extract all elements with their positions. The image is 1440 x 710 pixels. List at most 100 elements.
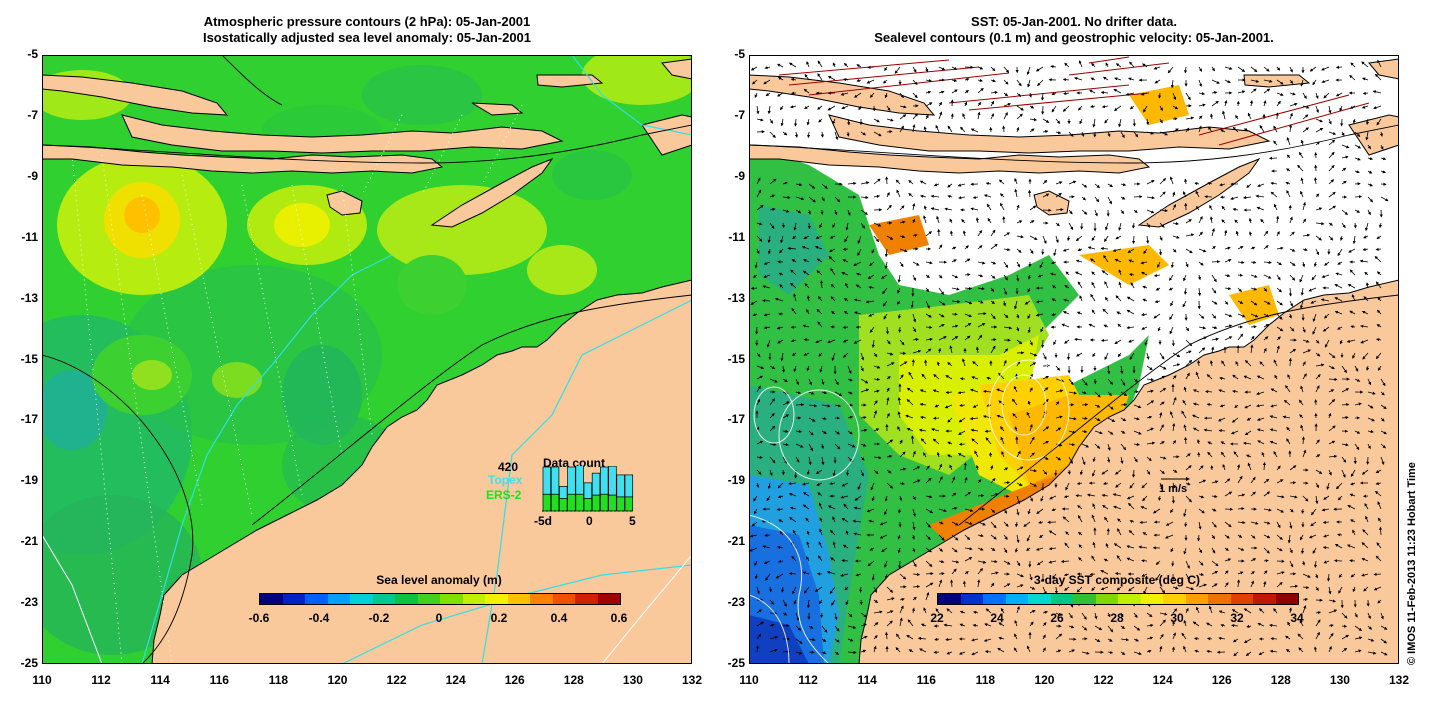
velocity-vector [1113,105,1122,111]
velocity-vector [1132,118,1136,127]
velocity-vector [912,92,918,99]
velocity-vector [1159,105,1163,111]
velocity-vector [1352,118,1356,124]
velocity-vector [1159,118,1163,124]
velocity-vector [1300,177,1304,185]
velocity-vector [1374,73,1382,81]
velocity-vector [1114,258,1122,263]
velocity-vector [1250,260,1257,264]
right-colorbar-tick: 26 [1050,611,1064,625]
velocity-vector [780,118,784,127]
velocity-vector [1028,189,1032,198]
colorbar-swatch [1028,594,1051,604]
velocity-vector [1339,105,1343,112]
velocity-vector [1075,259,1083,263]
velocity-vector [763,261,771,265]
velocity-vector [1050,65,1057,69]
velocity-vector [756,248,760,255]
velocity-vector [985,182,992,186]
velocity-vector [1367,183,1373,187]
velocity-vector [959,377,966,381]
velocity-vector [1146,209,1155,214]
velocity-vector [754,261,758,269]
colorbar-swatch [1005,594,1028,604]
velocity-vector [1312,79,1317,86]
velocity-vector [1380,157,1387,161]
velocity-vector [1377,59,1382,68]
velocity-vector [1365,118,1370,125]
velocity-vector [1263,260,1272,265]
velocity-vector [1263,66,1270,72]
left-x-tick-label: 126 [504,673,525,687]
velocity-vector [756,118,764,122]
velocity-vector [1100,246,1109,251]
colorbar-swatch [507,594,530,604]
velocity-vector [951,66,958,70]
velocity-vector [1335,65,1343,69]
velocity-vector [1210,113,1214,120]
right-y-tick-label: -21 [727,534,745,549]
velocity-vector [857,235,862,244]
velocity-vector [827,105,836,111]
velocity-vector [1198,79,1202,88]
velocity-vector [899,351,907,355]
velocity-vector [944,207,953,211]
velocity-vector [1362,247,1369,252]
velocity-vector [1120,131,1125,139]
left-colorbar-tick: 0.4 [550,611,568,625]
velocity-vector [1146,235,1150,244]
velocity-vector [806,61,810,68]
velocity-vector [795,183,803,187]
velocity-vector [860,181,870,185]
velocity-vector [1221,219,1226,224]
velocity-vector [795,196,805,201]
velocity-vector [1115,235,1122,240]
velocity-vector [854,92,862,98]
velocity-vector [1207,181,1213,185]
velocity-vector [1337,248,1343,257]
velocity-vector [1198,92,1206,96]
velocity-vector [807,131,811,139]
right-x-tick-label: 114 [857,673,877,687]
velocity-vector [1372,90,1382,94]
velocity-vector [977,87,984,94]
velocity-vector [1133,131,1139,138]
velocity-vector [1091,235,1096,241]
velocity-vector [790,105,797,109]
velocity-vector [1014,177,1018,185]
velocity-vector [780,235,784,244]
velocity-vector [1092,118,1096,128]
velocity-vector [1035,66,1044,72]
velocity-vector [767,248,772,255]
velocity-vector [843,62,849,68]
velocity-vector [847,118,851,126]
velocity-vector [821,183,828,189]
velocity-vector [1185,116,1195,120]
left-x-tick-label: 110 [32,673,52,687]
velocity-vector [1236,100,1240,107]
velocity-vector [1159,178,1167,185]
ers2-count-bar [559,498,568,512]
velocity-vector [841,105,849,110]
velocity-vector [808,650,815,654]
velocity-vector [990,66,996,72]
colorbar-swatch [440,594,463,604]
velocity-vector [899,248,908,253]
velocity-vector [1127,248,1135,253]
velocity-vector [894,66,901,74]
velocity-vector [960,126,966,133]
velocity-vector [840,92,849,96]
ers2-count-bar [600,493,609,512]
velocity-vector [1146,180,1155,185]
velocity-vector [951,246,957,250]
colorbar-swatch [1163,594,1186,604]
velocity-vector [1068,222,1074,231]
velocity-vector [1373,572,1382,576]
velocity-vector [834,131,839,141]
velocity-vector [1185,127,1190,133]
velocity-vector [884,248,888,258]
velocity-vector [873,222,882,227]
velocity-vector [899,114,907,120]
velocity-vector [1263,245,1269,250]
velocity-vector [1374,255,1382,263]
